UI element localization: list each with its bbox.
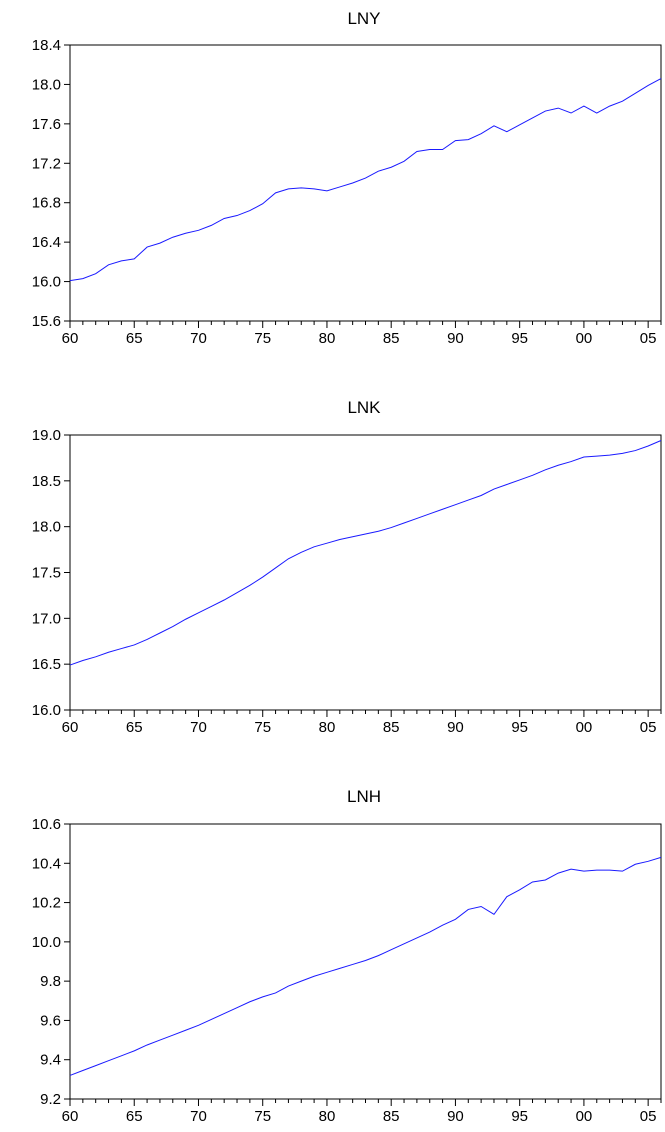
x-tick-label: 95 bbox=[511, 1108, 528, 1125]
x-tick-label: 80 bbox=[319, 1108, 336, 1125]
y-tick-label: 17.0 bbox=[32, 610, 61, 627]
y-tick-label: 9.4 bbox=[40, 1052, 61, 1069]
y-tick-label: 9.2 bbox=[40, 1091, 61, 1108]
x-tick-label: 85 bbox=[383, 1108, 400, 1125]
y-tick-label: 17.5 bbox=[32, 565, 61, 582]
plot-frame bbox=[69, 434, 662, 711]
series-line bbox=[69, 440, 662, 666]
y-tick-label: 10.4 bbox=[32, 855, 61, 872]
x-tick-label: 00 bbox=[576, 1108, 593, 1125]
x-tick-label: 75 bbox=[254, 1108, 271, 1125]
x-tick-label: 65 bbox=[126, 719, 143, 736]
x-tick-label: 95 bbox=[511, 330, 528, 347]
y-tick-label: 18.0 bbox=[32, 519, 61, 536]
chart-lny: LNY 15.6 16.0 16.4 16.8 17.2 17.6 18.0 18.4 60 65… bbox=[32, 9, 662, 347]
plot-frame bbox=[69, 823, 662, 1100]
x-tick-label: 05 bbox=[640, 330, 657, 347]
y-tick-label: 16.8 bbox=[32, 195, 61, 212]
chart-plot: 15.6 16.0 16.4 16.8 17.2 17.6 18.0 18.4 60 65 70 75… bbox=[32, 37, 662, 347]
x-tick-label: 65 bbox=[126, 1108, 143, 1125]
x-tick-label: 70 bbox=[190, 719, 207, 736]
y-tick-label: 18.0 bbox=[32, 76, 61, 93]
x-tick-label: 90 bbox=[447, 1108, 464, 1125]
y-tick-label: 10.2 bbox=[32, 895, 61, 912]
series-line bbox=[69, 78, 662, 282]
plot-frame bbox=[69, 44, 662, 322]
y-tick-label: 15.6 bbox=[32, 313, 61, 330]
x-tick-label: 05 bbox=[640, 1108, 657, 1125]
x-tick-label: 75 bbox=[254, 719, 271, 736]
x-tick-label: 05 bbox=[640, 719, 657, 736]
y-tick-label: 9.6 bbox=[40, 1012, 61, 1029]
series-line bbox=[69, 856, 662, 1076]
x-tick-label: 70 bbox=[190, 1108, 207, 1125]
x-tick-label: 60 bbox=[62, 1108, 79, 1125]
y-tick-label: 9.8 bbox=[40, 973, 61, 990]
x-tick-label: 60 bbox=[62, 719, 79, 736]
y-tick-label: 16.4 bbox=[32, 234, 61, 251]
x-tick-label: 80 bbox=[319, 330, 336, 347]
x-tick-label: 85 bbox=[383, 719, 400, 736]
y-tick-label: 10.0 bbox=[32, 934, 61, 951]
y-tick-label: 18.5 bbox=[32, 473, 61, 490]
x-tick-label: 80 bbox=[319, 719, 336, 736]
x-tick-label: 70 bbox=[190, 330, 207, 347]
chart-plot: 16.0 16.5 17.0 17.5 18.0 18.5 19.0 60 65 70 75 80 85… bbox=[32, 427, 662, 736]
y-tick-label: 16.5 bbox=[32, 656, 61, 673]
y-tick-label: 18.4 bbox=[32, 37, 61, 54]
x-tick-label: 00 bbox=[576, 719, 593, 736]
x-tick-label: 60 bbox=[62, 330, 79, 347]
y-tick-label: 19.0 bbox=[32, 427, 61, 444]
y-tick-label: 10.6 bbox=[32, 816, 61, 833]
chart-title: LNY bbox=[347, 9, 380, 28]
x-tick-label: 85 bbox=[383, 330, 400, 347]
chart-lnk: LNK 16.0 16.5 17.0 17.5 18.0 18.5 19.0 60 65 70 75… bbox=[32, 398, 662, 736]
y-tick-label: 17.2 bbox=[32, 155, 61, 172]
x-tick-label: 65 bbox=[126, 330, 143, 347]
x-tick-label: 95 bbox=[511, 719, 528, 736]
chart-lnh: LNH 9.2 9.4 9.6 9.8 10.0 10.2 10.4 10.6 60 65 70 75… bbox=[32, 787, 662, 1125]
y-tick-label: 16.0 bbox=[32, 274, 61, 291]
x-tick-label: 00 bbox=[576, 330, 593, 347]
y-tick-label: 16.0 bbox=[32, 702, 61, 719]
x-tick-label: 75 bbox=[254, 330, 271, 347]
y-tick-label: 17.6 bbox=[32, 116, 61, 133]
chart-title: LNK bbox=[347, 398, 381, 417]
x-tick-label: 90 bbox=[447, 330, 464, 347]
chart-title: LNH bbox=[347, 787, 381, 806]
chart-plot: 9.2 9.4 9.6 9.8 10.0 10.2 10.4 10.6 60 65 70 75 80 85… bbox=[32, 816, 662, 1125]
x-tick-label: 90 bbox=[447, 719, 464, 736]
